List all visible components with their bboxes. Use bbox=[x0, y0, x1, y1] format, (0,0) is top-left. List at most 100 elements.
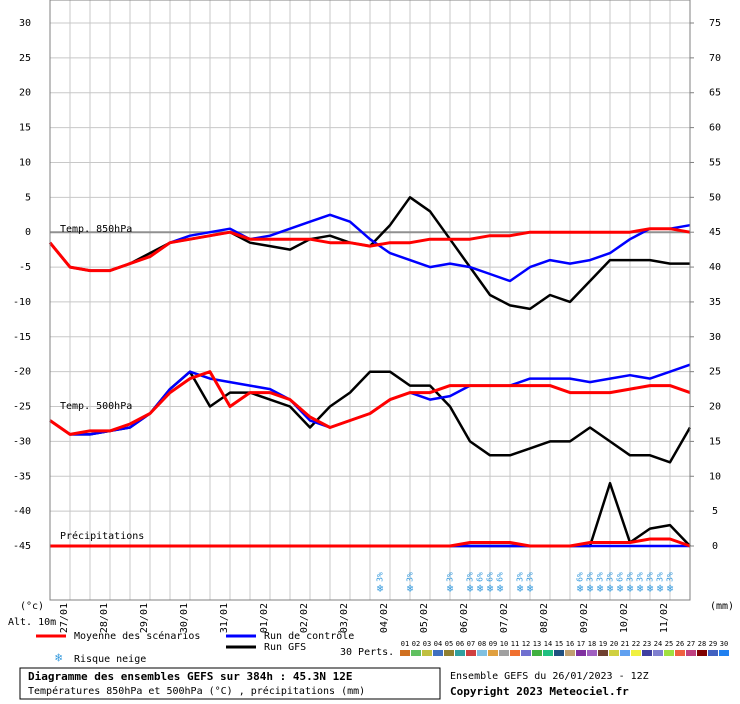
y2-tick-label: 15 bbox=[709, 436, 721, 447]
perturbation-name: 23 bbox=[643, 640, 651, 648]
temp850-line bbox=[48, 227, 691, 273]
perturbation-name: 18 bbox=[588, 640, 596, 648]
perturbation-swatch bbox=[488, 650, 498, 656]
snow-icon: ❄ bbox=[55, 651, 62, 665]
perturbation-swatch bbox=[400, 650, 410, 656]
perturbation-swatch bbox=[532, 650, 542, 656]
legend-label: Risque neige bbox=[74, 654, 146, 665]
y-tick-label: -15 bbox=[13, 332, 31, 343]
perturbation-name: 16 bbox=[566, 640, 574, 648]
perturbation-name: 22 bbox=[632, 640, 640, 648]
snow-icon: ❄ bbox=[607, 582, 614, 595]
x-tick-label: 30/01 bbox=[179, 603, 190, 633]
y2-tick-label: 40 bbox=[709, 262, 721, 273]
perturbation-swatch bbox=[543, 650, 553, 656]
perturbation-swatch bbox=[620, 650, 630, 656]
y2-tick-label: 75 bbox=[709, 18, 721, 29]
perturbation-swatch bbox=[653, 650, 663, 656]
y2-tick-label: 45 bbox=[709, 227, 721, 238]
x-tick-label: 10/02 bbox=[619, 603, 630, 633]
perturbation-name: 14 bbox=[544, 640, 552, 648]
perturbation-name: 11 bbox=[511, 640, 519, 648]
perturbation-swatch bbox=[598, 650, 608, 656]
snow-icon: ❄ bbox=[577, 582, 584, 595]
perturbation-swatch bbox=[708, 650, 718, 656]
snow-risk-label: 3% bbox=[606, 572, 615, 582]
snow-risk-label: 6% bbox=[476, 572, 485, 582]
perturbation-name: 30 bbox=[720, 640, 728, 648]
snow-icon: ❄ bbox=[527, 582, 534, 595]
y2-tick-label: 35 bbox=[709, 297, 721, 308]
snow-icon: ❄ bbox=[637, 582, 644, 595]
perturbation-name: 13 bbox=[533, 640, 541, 648]
perturbation-swatch bbox=[444, 650, 454, 656]
snow-icon: ❄ bbox=[487, 582, 494, 595]
snow-risk-label: 6% bbox=[496, 572, 505, 582]
snow-icon: ❄ bbox=[377, 582, 384, 595]
y2-tick-label: 70 bbox=[709, 53, 721, 64]
perturbation-swatch bbox=[587, 650, 597, 656]
perturbation-swatch bbox=[675, 650, 685, 656]
x-tick-label: 06/02 bbox=[459, 603, 470, 633]
x-tick-label: 29/01 bbox=[139, 603, 150, 633]
perturbation-name: 05 bbox=[445, 640, 453, 648]
perturbation-swatch bbox=[510, 650, 520, 656]
perturbation-name: 15 bbox=[555, 640, 563, 648]
x-tick-label: 02/02 bbox=[299, 603, 310, 633]
legend-label: Run de contrôle bbox=[264, 630, 354, 642]
y2-tick-label: 50 bbox=[709, 192, 721, 203]
snow-risk-label: 3% bbox=[636, 572, 645, 582]
snow-risk-label: 6% bbox=[616, 572, 625, 582]
panel-label: Précipitations bbox=[60, 530, 144, 542]
plot-frame bbox=[49, 0, 691, 601]
perturbation-name: 08 bbox=[478, 640, 486, 648]
y2-tick-label: 5 bbox=[712, 506, 718, 517]
perturbation-swatch bbox=[466, 650, 476, 656]
snow-risk-label: 6% bbox=[486, 572, 495, 582]
y-tick-label: 25 bbox=[19, 53, 31, 64]
perturbation-name: 06 bbox=[456, 640, 464, 648]
legend-label: Run GFS bbox=[264, 642, 306, 653]
y-tick-label: 15 bbox=[19, 123, 31, 134]
copyright: Copyright 2023 Meteociel.fr bbox=[450, 685, 629, 698]
snow-icon: ❄ bbox=[497, 582, 504, 595]
perturbation-name: 19 bbox=[599, 640, 607, 648]
perturbation-name: 20 bbox=[610, 640, 618, 648]
y-tick-label: -10 bbox=[13, 297, 31, 308]
y2-tick-label: 20 bbox=[709, 402, 721, 413]
perturbation-swatch bbox=[631, 650, 641, 656]
perturbation-name: 10 bbox=[500, 640, 508, 648]
snow-risk-label: 3% bbox=[596, 572, 605, 582]
x-tick-label: 01/02 bbox=[259, 603, 270, 633]
precip-line bbox=[50, 537, 691, 548]
perturbation-swatch bbox=[609, 650, 619, 656]
y-tick-label: 5 bbox=[25, 192, 31, 203]
snow-icon: ❄ bbox=[597, 582, 604, 595]
perturbation-swatch bbox=[719, 650, 729, 656]
x-tick-label: 04/02 bbox=[379, 603, 390, 633]
y-tick-label: 10 bbox=[19, 157, 31, 168]
perturbation-swatch bbox=[477, 650, 487, 656]
perturbation-swatch bbox=[411, 650, 421, 656]
y2-tick-label: 65 bbox=[709, 88, 721, 99]
perturbation-name: 07 bbox=[467, 640, 475, 648]
y-tick-label: -5 bbox=[19, 262, 31, 273]
snow-risk-label: 3% bbox=[666, 572, 675, 582]
x-tick-label: 11/02 bbox=[659, 603, 670, 633]
y-tick-label: -20 bbox=[13, 367, 31, 378]
snow-icon: ❄ bbox=[587, 582, 594, 595]
run-label: Ensemble GEFS du 26/01/2023 - 12Z bbox=[450, 671, 649, 682]
temp500-line bbox=[49, 370, 691, 436]
title: Diagramme des ensembles GEFS sur 384h : … bbox=[28, 670, 353, 683]
y-tick-label: -25 bbox=[13, 402, 31, 413]
snow-icon: ❄ bbox=[467, 582, 474, 595]
perturbation-name: 29 bbox=[709, 640, 717, 648]
snow-risk-label: 3% bbox=[656, 572, 665, 582]
x-tick-label: 09/02 bbox=[579, 603, 590, 633]
perturbation-name: 02 bbox=[412, 640, 420, 648]
y-tick-label: 30 bbox=[19, 18, 31, 29]
perturbation-name: 21 bbox=[621, 640, 629, 648]
snow-risk-label: 3% bbox=[626, 572, 635, 582]
perturbation-swatch bbox=[664, 650, 674, 656]
series-lines bbox=[48, 196, 692, 548]
